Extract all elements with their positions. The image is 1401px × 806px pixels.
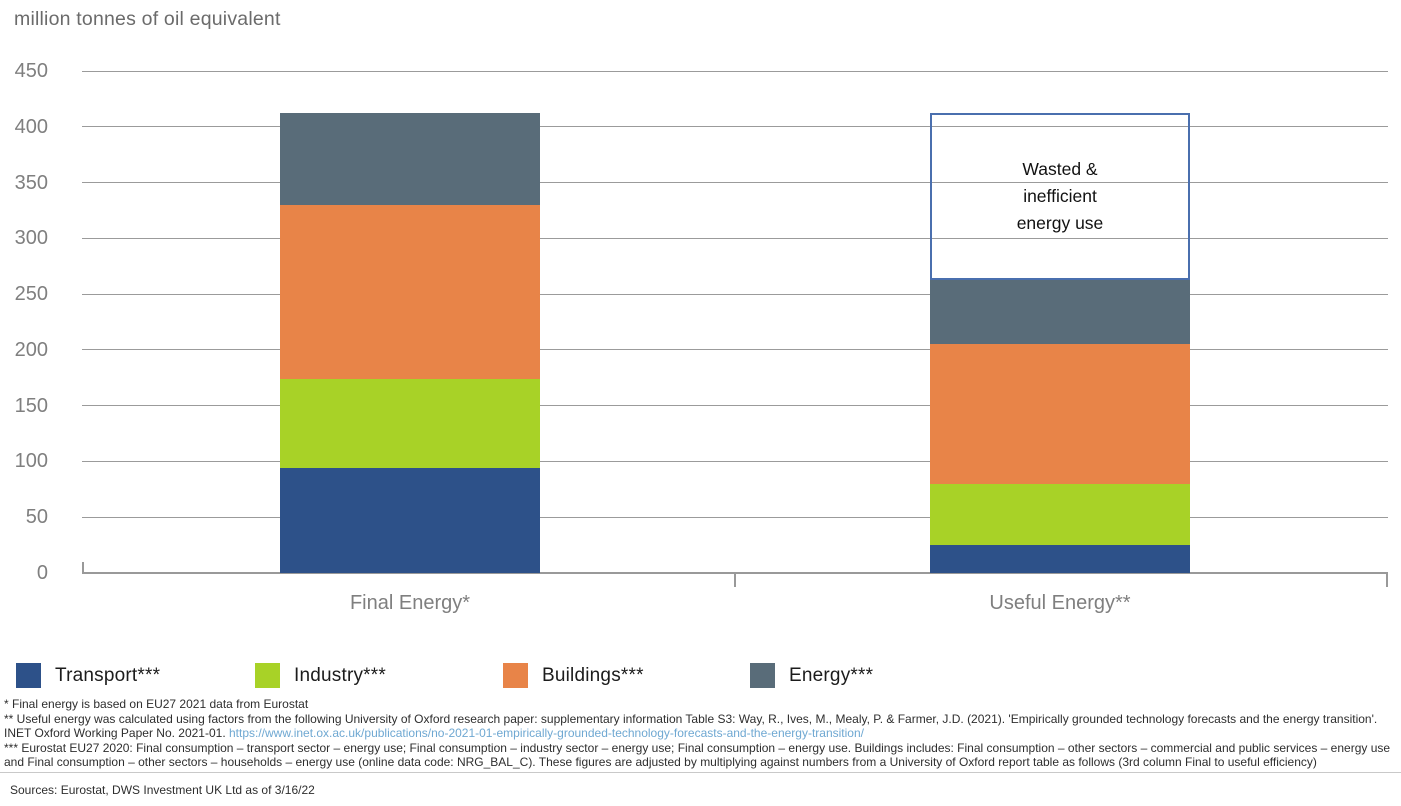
bar-segment-energy bbox=[930, 279, 1190, 345]
legend-item-transport: Transport*** bbox=[16, 663, 160, 688]
category-label: Useful Energy** bbox=[989, 592, 1131, 614]
bar-segment-transport bbox=[930, 545, 1190, 573]
footnote-3: *** Eurostat EU27 2020: Final consumptio… bbox=[4, 741, 1397, 770]
y-axis-label: 250 bbox=[14, 283, 48, 306]
axis-tick-left bbox=[82, 562, 84, 572]
y-axis-label: 0 bbox=[36, 562, 48, 584]
chart-title: million tonnes of oil equivalent bbox=[14, 8, 281, 30]
footnote-2: ** Useful energy was calculated using fa… bbox=[4, 712, 1397, 741]
y-axis-label: 450 bbox=[14, 60, 48, 82]
gridline bbox=[82, 182, 1388, 184]
bar-segment-transport bbox=[280, 468, 540, 573]
footnote-3-text: *** Eurostat EU27 2020: Final consumptio… bbox=[4, 740, 1391, 770]
y-axis-label: 150 bbox=[14, 394, 48, 417]
gridline bbox=[82, 293, 1388, 295]
bar-segment-buildings bbox=[280, 204, 540, 379]
legend-label: Buildings*** bbox=[542, 664, 644, 686]
gridline bbox=[82, 349, 1388, 351]
legend-item-energy: Energy*** bbox=[750, 663, 873, 688]
legend-label: Transport*** bbox=[55, 664, 161, 686]
footnote-2-text: ** Useful energy was calculated using fa… bbox=[4, 711, 1378, 741]
bar-segment-energy bbox=[280, 113, 540, 205]
bar-segment-buildings bbox=[930, 344, 1190, 484]
gridline bbox=[82, 70, 1388, 72]
legend-label: Industry*** bbox=[294, 664, 386, 686]
sources-line: Sources: Eurostat, DWS Investment UK Ltd… bbox=[10, 783, 315, 797]
bar-segment-industry bbox=[280, 378, 540, 469]
x-axis-line bbox=[82, 572, 1388, 574]
buildings-swatch-icon bbox=[503, 663, 528, 688]
gridline bbox=[82, 405, 1388, 407]
gridline bbox=[82, 516, 1388, 518]
y-axis-label: 300 bbox=[14, 227, 48, 250]
footnote-1: * Final energy is based on EU27 2021 dat… bbox=[4, 697, 1397, 712]
gridline bbox=[82, 460, 1388, 462]
category-label: Final Energy* bbox=[349, 592, 471, 614]
gridline bbox=[82, 126, 1388, 128]
sources-divider bbox=[0, 772, 1401, 773]
y-axis-label: 100 bbox=[14, 450, 48, 473]
legend-label: Energy*** bbox=[789, 664, 874, 686]
transport-swatch-icon bbox=[16, 663, 41, 688]
y-axis-label: 50 bbox=[25, 506, 48, 529]
legend-item-buildings: Buildings*** bbox=[503, 663, 644, 688]
industry-swatch-icon bbox=[255, 663, 280, 688]
energy-swatch-icon bbox=[750, 663, 775, 688]
y-axis-label: 400 bbox=[14, 115, 48, 138]
wasted-energy-label: Wasted & inefficient energy use bbox=[1016, 158, 1104, 233]
y-axis-label: 350 bbox=[14, 171, 48, 194]
wasted-energy-box: Wasted & inefficient energy use bbox=[930, 113, 1190, 280]
footnotes: * Final energy is based on EU27 2021 dat… bbox=[4, 697, 1397, 770]
bar-segment-industry bbox=[930, 483, 1190, 546]
y-axis-label: 200 bbox=[14, 338, 48, 361]
axis-tick-middle bbox=[734, 574, 736, 587]
footnote-2-link[interactable]: https://www.inet.ox.ac.uk/publications/n… bbox=[229, 726, 864, 741]
axis-tick-right bbox=[1386, 574, 1388, 587]
gridline bbox=[82, 237, 1388, 239]
legend-item-industry: Industry*** bbox=[255, 663, 386, 688]
footnote-1-text: * Final energy is based on EU27 2021 dat… bbox=[4, 697, 309, 711]
